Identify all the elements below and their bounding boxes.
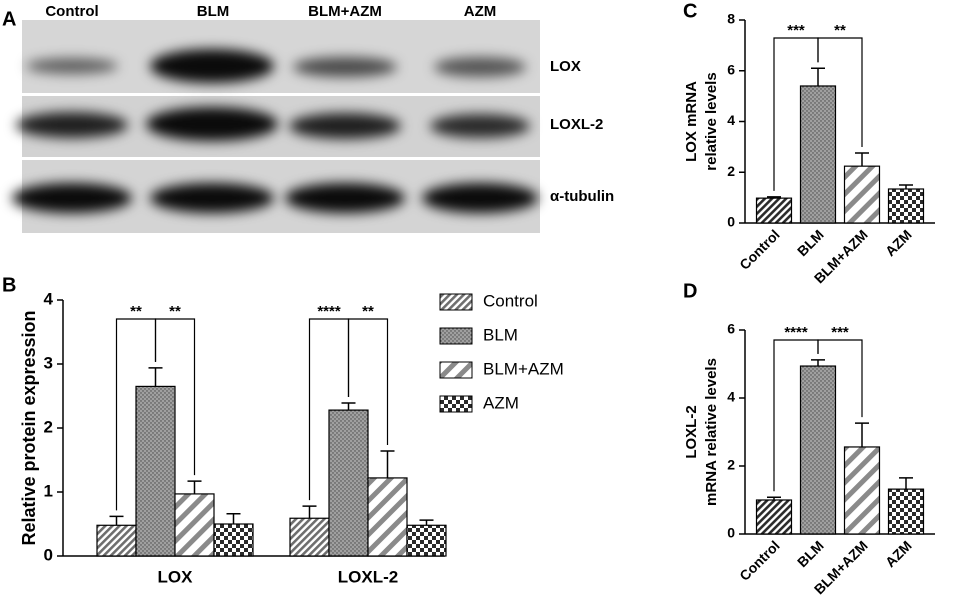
band-label: α-tubulin [550, 188, 614, 205]
bar [755, 197, 793, 224]
y-tick-label: 8 [727, 11, 735, 27]
y-tick-label: 3 [44, 353, 53, 372]
legend-swatch [439, 327, 473, 345]
bar [887, 188, 925, 224]
lane-label: Control [45, 3, 98, 20]
legend-swatch [439, 293, 473, 311]
significance-label: ** [169, 303, 181, 320]
error-bar [341, 402, 356, 411]
y-tick-label: 1 [44, 481, 53, 500]
panel-letter: A [2, 8, 16, 30]
y-tick-label: 0 [727, 525, 735, 541]
y-tick-label: 4 [727, 389, 735, 405]
error-bar [811, 359, 825, 367]
bar [887, 488, 925, 535]
x-tick-label: Control [736, 226, 783, 273]
bar [135, 385, 176, 557]
error-bar [767, 496, 781, 500]
bar [328, 409, 369, 557]
panel-letter: D [683, 280, 697, 302]
y-axis-title: Relative protein expression [19, 310, 39, 545]
significance-label: ** [130, 303, 142, 320]
bar [213, 523, 254, 557]
blot-strip [22, 20, 540, 93]
y-tick-label: 2 [44, 417, 53, 436]
legend-label: BLM [483, 325, 518, 344]
bar [799, 365, 837, 535]
bar [96, 524, 137, 557]
error-bar [419, 519, 434, 526]
error-bar [380, 450, 395, 478]
band-label: LOXL-2 [550, 116, 603, 133]
y-tick-label: 4 [44, 289, 54, 308]
legend-swatch [439, 361, 473, 379]
significance-label: ** [362, 303, 374, 320]
lane-label: AZM [464, 3, 497, 20]
blot-panel: A Control BLM BLM+AZM AZM LOX LOXL-2 α-t… [2, 3, 614, 233]
lane-label: BLM [197, 3, 230, 20]
panel-letter: C [683, 0, 697, 22]
y-tick-label: 2 [727, 163, 735, 179]
x-tick-label: BLM [794, 537, 827, 570]
legend-label: Control [483, 291, 538, 310]
y-tick-label: 4 [727, 112, 735, 128]
lane-label: BLM+AZM [308, 3, 382, 20]
significance-label: ** [834, 22, 846, 39]
error-bar [148, 367, 163, 387]
error-bar [302, 505, 317, 519]
error-bar [899, 184, 913, 189]
bar [799, 85, 837, 224]
y-tick-label: 6 [727, 321, 735, 337]
significance-label: **** [317, 303, 341, 320]
bar [367, 477, 408, 557]
x-tick-label: Control [736, 537, 783, 584]
legend-swatch [439, 395, 473, 413]
error-bar [109, 515, 124, 526]
bar [289, 517, 330, 557]
bar [843, 446, 881, 535]
panel-letter: B [2, 274, 16, 296]
error-bar [899, 477, 913, 490]
legend-label: AZM [483, 393, 519, 412]
error-bar [811, 67, 825, 86]
error-bar [226, 513, 241, 524]
x-tick-label: BLM [794, 226, 827, 259]
significance-bracket [817, 37, 863, 147]
error-bar [187, 480, 202, 494]
x-tick-label: LOX [158, 567, 194, 586]
error-bar [855, 422, 869, 447]
y-tick-label: 2 [727, 457, 735, 473]
significance-bracket [347, 318, 389, 446]
error-bar [767, 196, 781, 199]
legend-label: BLM+AZM [483, 359, 564, 378]
bar [843, 165, 881, 224]
x-tick-label: AZM [882, 537, 915, 570]
significance-label: *** [787, 22, 805, 39]
y-tick-label: 0 [44, 545, 53, 564]
y-axis-title: mRNA relative levels [703, 358, 720, 506]
band-label: LOX [550, 58, 581, 75]
significance-bracket [154, 318, 196, 476]
bar [174, 493, 215, 557]
y-tick-label: 6 [727, 61, 735, 77]
y-axis-title: LOX mRNA [683, 81, 700, 162]
y-tick-label: 0 [727, 214, 735, 230]
x-tick-label: LOXL-2 [338, 567, 398, 586]
significance-bracket [817, 339, 863, 418]
significance-label: **** [784, 324, 808, 341]
error-bar [855, 152, 869, 167]
bar [755, 499, 793, 535]
y-axis-title: LOXL-2 [683, 405, 700, 458]
y-axis-title: relative levels [703, 72, 720, 170]
bar [406, 524, 447, 557]
bands [12, 49, 538, 213]
significance-label: *** [831, 324, 849, 341]
x-tick-label: AZM [882, 226, 915, 259]
